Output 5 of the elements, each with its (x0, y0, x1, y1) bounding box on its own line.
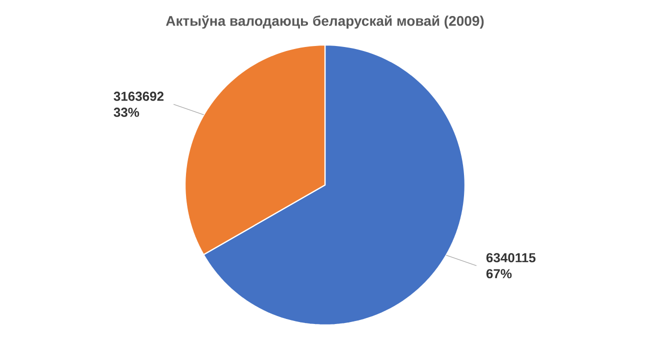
text: 33% (114, 108, 140, 117)
text: 67% (486, 269, 512, 278)
data-label: 3163692 (114, 92, 164, 101)
chart-title: Актыўна валодаюць беларускай мовай (2009) (166, 15, 484, 29)
data-label: 6340115 (486, 253, 536, 262)
